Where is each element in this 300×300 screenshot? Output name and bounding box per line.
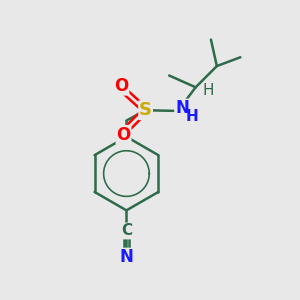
Text: H: H xyxy=(203,83,214,98)
Text: S: S xyxy=(139,101,152,119)
Text: C: C xyxy=(121,224,132,238)
Text: O: O xyxy=(114,77,129,95)
Text: O: O xyxy=(116,126,130,144)
Text: H: H xyxy=(186,109,199,124)
Text: N: N xyxy=(175,100,189,118)
Text: N: N xyxy=(119,248,134,266)
